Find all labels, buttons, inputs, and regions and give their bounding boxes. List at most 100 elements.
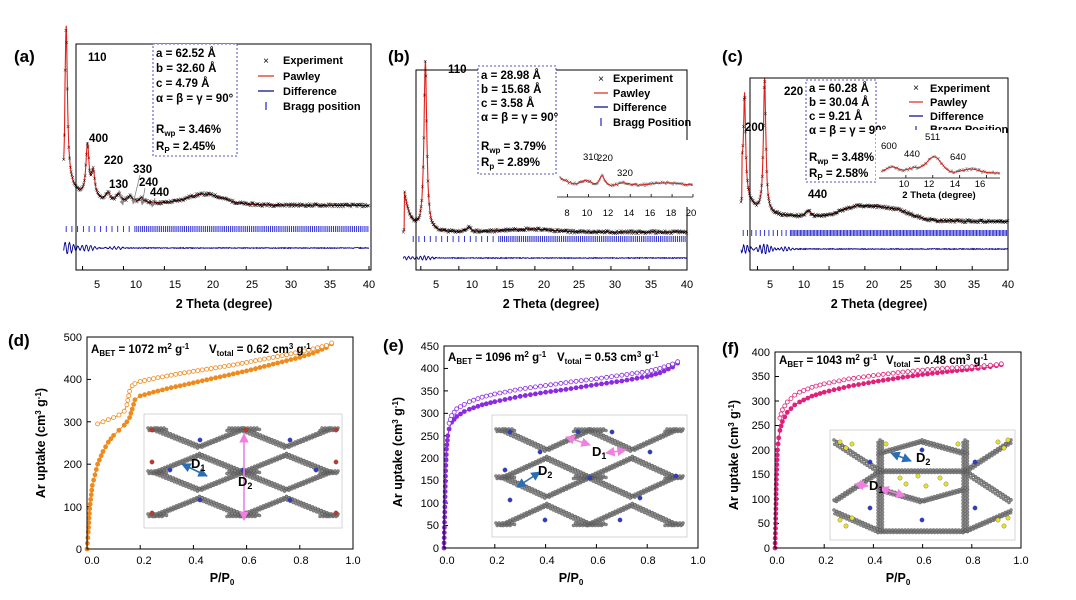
- desorption-point: [466, 399, 472, 405]
- adsorption-point: [784, 409, 790, 415]
- desorption-point: [543, 383, 548, 388]
- x-tick-label: 35: [645, 279, 657, 291]
- adsorption-point: [588, 382, 594, 388]
- adsorption-point: [880, 377, 886, 383]
- adsorption-point: [164, 386, 170, 392]
- panel-c-x-axis-title: 2 Theta (degree): [831, 297, 928, 311]
- inset-x-axis-title: 2 Theta (degree): [902, 190, 975, 201]
- adsorption-point: [905, 374, 911, 380]
- adsorption-point: [875, 378, 881, 384]
- desorption-point: [573, 378, 579, 384]
- adsorption-point: [488, 400, 494, 406]
- x-tick-label: 25: [246, 279, 258, 291]
- desorption-point: [507, 388, 513, 394]
- desorption-point: [969, 364, 975, 370]
- panel-f-label: (f): [722, 339, 739, 358]
- structure-heteroatoms-2: [867, 447, 978, 523]
- adsorption-point: [890, 376, 896, 382]
- adsorption-point: [522, 393, 528, 398]
- x-tick-label: 30: [285, 279, 297, 291]
- cell-angles: α = β = γ = 90°: [481, 112, 559, 124]
- desorption-point: [230, 362, 236, 368]
- desorption-point: [458, 404, 463, 410]
- adsorption-point: [97, 457, 102, 463]
- cell-b: b = 32.60 Å: [156, 62, 216, 75]
- y-tick-label: 150: [752, 469, 770, 481]
- adsorption-point: [213, 375, 219, 381]
- adsorption-point: [284, 358, 289, 364]
- desorption-point: [905, 369, 911, 375]
- adsorption-point: [230, 371, 236, 377]
- desorption-point: [538, 383, 543, 389]
- inset-x-tick: 18: [666, 208, 677, 219]
- desorption-point: [447, 416, 453, 422]
- desorption-point: [284, 352, 289, 358]
- adsorption-point: [563, 386, 569, 392]
- adsorption-point: [780, 419, 785, 425]
- inset-x-tick: 16: [975, 179, 986, 190]
- adsorption-point: [124, 419, 130, 425]
- desorption-point: [306, 347, 312, 353]
- desorption-point: [502, 389, 508, 395]
- panel-d-structure-image: [143, 413, 343, 529]
- panel-e: (e) 0 50 100 150 200 250 300 350 400 450…: [383, 336, 706, 587]
- adsorption-point: [925, 371, 930, 377]
- desorption-point: [588, 376, 594, 382]
- adsorption-point: [270, 361, 276, 367]
- adsorption-point: [778, 423, 784, 429]
- adsorption-point: [609, 379, 614, 385]
- desorption-point: [248, 359, 254, 365]
- desorption-point: [528, 385, 533, 391]
- legend-difference: Difference: [930, 111, 984, 123]
- desorption-point: [629, 371, 635, 377]
- panel-a-x-axis-title: 2 Theta (degree): [176, 297, 273, 311]
- inset-peak-label: 320: [617, 168, 633, 179]
- panel-e-y-ticks: 0 50 100 150 200 250 300 350 400 450: [421, 341, 439, 555]
- adsorption-point: [146, 390, 152, 396]
- structure-heteroatoms: [149, 427, 339, 516]
- inset-x-tick: 10: [899, 179, 910, 190]
- adsorption-point: [885, 377, 891, 382]
- y-tick-label: 200: [421, 453, 439, 465]
- experiment-points: [739, 80, 1010, 225]
- legend-marker-experiment: ×: [913, 83, 919, 94]
- cell-a: a = 28.98 Å: [481, 69, 541, 82]
- difference-curve: [402, 255, 688, 261]
- adsorption-point: [142, 392, 148, 398]
- desorption-point: [186, 369, 192, 375]
- desorption-point: [208, 366, 214, 371]
- desorption-point: [666, 363, 671, 368]
- adsorption-point: [105, 439, 111, 445]
- adsorption-point: [866, 380, 871, 386]
- legend-bragg: Bragg Position: [613, 117, 692, 129]
- adsorption-point: [173, 384, 179, 390]
- adsorption-point: [861, 381, 866, 387]
- desorption-point: [475, 396, 481, 402]
- legend-difference: Difference: [613, 102, 667, 114]
- adsorption-point: [155, 388, 161, 394]
- legend-pawley: Pawley: [930, 97, 968, 109]
- desorption-point: [624, 372, 630, 377]
- desorption-point: [777, 415, 783, 421]
- panel-e-x-ticks: 0.0 0.2 0.4 0.6 0.8 1.0: [439, 555, 705, 567]
- adsorption-point: [301, 353, 307, 359]
- adsorption-point: [841, 385, 847, 390]
- adsorption-point: [208, 376, 214, 382]
- adsorption-point: [915, 372, 921, 378]
- desorption-point: [548, 382, 554, 388]
- cell-box-frame: [152, 43, 238, 157]
- cell-b: b = 15.68 Å: [481, 83, 541, 96]
- panel-b-x-axis-title: 2 Theta (degree): [503, 297, 600, 311]
- adsorption-point: [128, 410, 134, 416]
- desorption-point: [522, 385, 528, 391]
- desorption-point: [851, 375, 857, 381]
- r-wp: Rwp = 3.79%: [481, 141, 546, 155]
- adsorption-point: [297, 354, 303, 360]
- x-tick-label: 0.6: [916, 555, 931, 567]
- adsorption-point: [774, 452, 780, 458]
- adsorption-point: [649, 372, 654, 378]
- legend-marker-experiment: ×: [263, 56, 269, 67]
- x-tick-label: 30: [609, 279, 621, 291]
- panel-f-y-axis-title: Ar uptake (cm3 g-1): [727, 400, 741, 510]
- y-tick-label: 100: [421, 498, 439, 510]
